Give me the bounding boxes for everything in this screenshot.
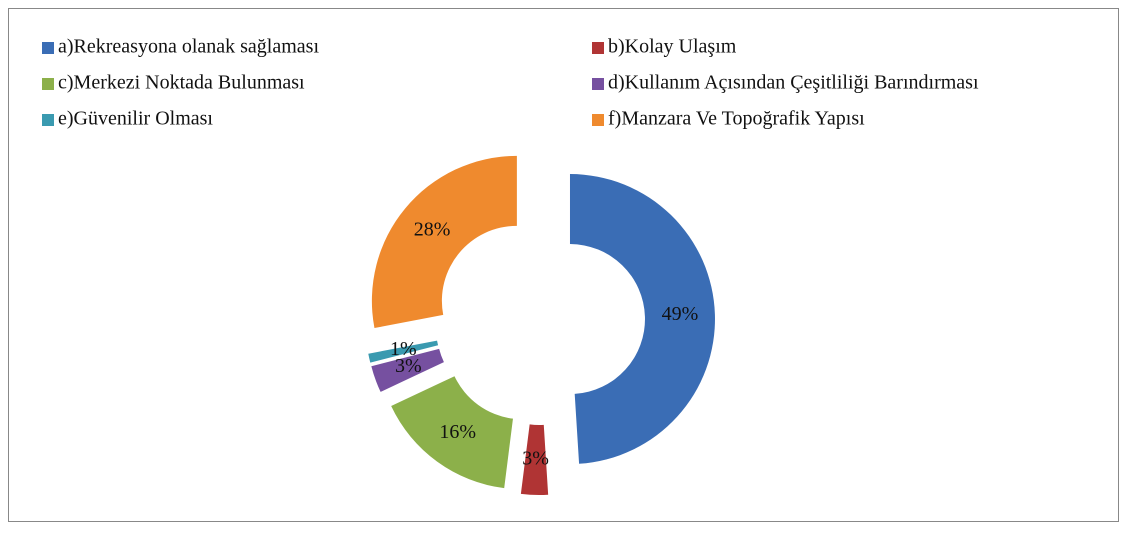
data-label: 49%	[662, 303, 699, 325]
data-label: 28%	[414, 218, 451, 240]
donut-segment	[371, 348, 444, 392]
donut-segment	[368, 340, 439, 363]
data-label: 3%	[522, 448, 549, 470]
data-label: 3%	[395, 355, 422, 377]
legend-swatch	[592, 42, 604, 54]
donut-segment	[391, 376, 513, 489]
legend-label: e)Güvenilir Olması	[58, 108, 213, 130]
donut-segment	[569, 174, 715, 464]
legend-label: c)Merkezi Noktada Bulunması	[58, 72, 305, 94]
legend-label: d)Kullanım Açısından Çeşitliliği Barındı…	[608, 72, 979, 94]
legend-label: b)Kolay Ulaşım	[608, 36, 737, 58]
chart-border	[8, 8, 1119, 522]
legend-swatch	[42, 78, 54, 90]
legend-swatch	[42, 114, 54, 126]
data-label: 1%	[390, 338, 417, 360]
legend-label: f)Manzara Ve Topoğrafik Yapısı	[608, 108, 865, 130]
donut-segment	[371, 155, 517, 329]
legend-swatch	[42, 42, 54, 54]
data-label: 16%	[439, 421, 476, 443]
legend-label: a)Rekreasyona olanak sağlaması	[58, 36, 319, 58]
legend-swatch	[592, 78, 604, 90]
donut-segment	[520, 424, 549, 495]
legend-swatch	[592, 114, 604, 126]
